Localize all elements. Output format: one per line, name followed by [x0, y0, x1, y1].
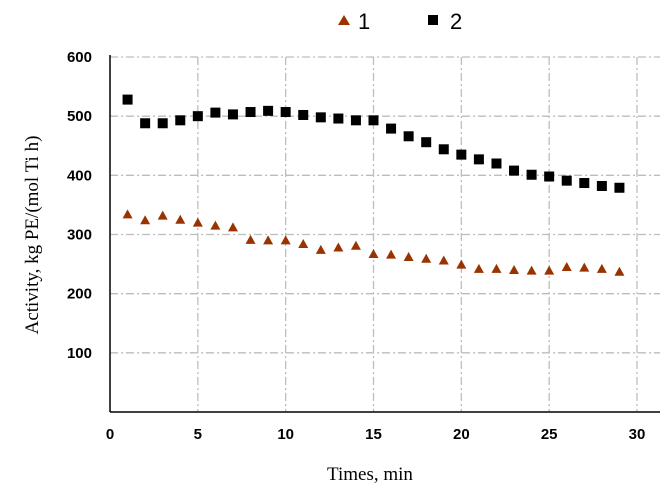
data-point-series-2: [245, 107, 256, 118]
data-point-series-1: [263, 235, 274, 245]
data-point-series-2: [175, 115, 186, 126]
x-tick-label: 20: [453, 426, 470, 443]
data-point-series-1: [157, 210, 168, 220]
data-point-series-2: [403, 131, 414, 142]
y-tick-label: 300: [67, 227, 92, 244]
axes: [109, 55, 660, 413]
data-point-series-1: [614, 266, 625, 276]
data-point-series-2: [280, 107, 291, 118]
x-tick-label: 10: [277, 426, 294, 443]
data-point-series-1: [491, 263, 502, 273]
data-point-series-2: [386, 123, 397, 134]
y-tick-label: 400: [67, 167, 92, 184]
data-point-series-1: [298, 238, 309, 248]
data-point-series-2: [157, 118, 168, 129]
y-axis-label: Activity, kg PE/(mol Ti h): [22, 136, 43, 335]
data-point-series-1: [245, 234, 256, 244]
data-point-series-2: [333, 113, 344, 124]
data-point-series-1: [421, 253, 432, 263]
y-tick-label: 100: [67, 345, 92, 362]
x-tick-label: 30: [629, 426, 646, 443]
x-tick-label: 0: [106, 426, 114, 443]
data-point-series-2: [263, 105, 274, 116]
data-point-series-2: [579, 178, 590, 189]
legend-label-series-1: 1: [358, 9, 370, 34]
data-points: [122, 94, 625, 276]
data-point-series-1: [227, 222, 238, 232]
data-point-series-2: [140, 118, 151, 129]
data-point-series-2: [456, 149, 467, 160]
data-point-series-1: [561, 262, 572, 272]
data-point-series-1: [403, 251, 414, 261]
data-point-series-1: [140, 215, 151, 225]
data-point-series-2: [122, 94, 133, 105]
data-point-series-2: [438, 144, 449, 155]
data-point-series-2: [298, 109, 309, 120]
data-point-series-1: [280, 235, 291, 245]
data-point-series-2: [421, 137, 432, 148]
x-tick-label: 15: [365, 426, 382, 443]
x-tick-label: 5: [194, 426, 202, 443]
y-tick-label: 200: [67, 286, 92, 303]
data-point-series-2: [509, 165, 520, 176]
data-point-series-1: [368, 249, 379, 259]
data-point-series-1: [122, 209, 133, 219]
data-point-series-2: [491, 158, 502, 169]
data-point-series-1: [526, 265, 537, 275]
data-point-series-1: [456, 259, 467, 269]
data-point-series-1: [596, 263, 607, 273]
y-tick-label: 600: [67, 49, 92, 66]
data-point-series-1: [438, 255, 449, 265]
data-point-series-1: [473, 263, 484, 273]
data-point-series-2: [315, 112, 326, 123]
legend: 1 2: [338, 9, 462, 34]
data-point-series-2: [596, 180, 607, 191]
tick-labels: 100 200 300 400 500 600 0 5 10 15 20 25 30: [67, 49, 645, 443]
data-point-series-1: [350, 240, 361, 250]
data-point-series-1: [544, 265, 555, 275]
data-point-series-2: [368, 115, 379, 126]
data-point-series-2: [544, 171, 555, 182]
data-point-series-2: [561, 175, 572, 186]
data-point-series-2: [473, 154, 484, 165]
data-point-series-1: [333, 242, 344, 252]
legend-marker-series-1: [338, 15, 350, 25]
data-point-series-2: [526, 169, 537, 180]
data-point-series-1: [175, 214, 186, 224]
x-tick-label: 25: [541, 426, 558, 443]
data-point-series-2: [350, 115, 361, 126]
legend-marker-series-2: [428, 15, 438, 25]
data-point-series-2: [227, 109, 238, 120]
data-point-series-1: [579, 262, 590, 272]
y-tick-label: 500: [67, 108, 92, 125]
data-point-series-1: [315, 244, 326, 254]
data-point-series-1: [509, 265, 520, 274]
grid: [110, 56, 660, 412]
legend-label-series-2: 2: [450, 9, 462, 34]
data-point-series-1: [192, 217, 203, 227]
data-point-series-1: [210, 220, 221, 230]
x-axis-label: Times, min: [327, 464, 413, 485]
data-point-series-2: [210, 107, 221, 118]
data-point-series-2: [192, 111, 203, 122]
data-point-series-1: [386, 249, 397, 259]
data-point-series-2: [614, 182, 625, 193]
